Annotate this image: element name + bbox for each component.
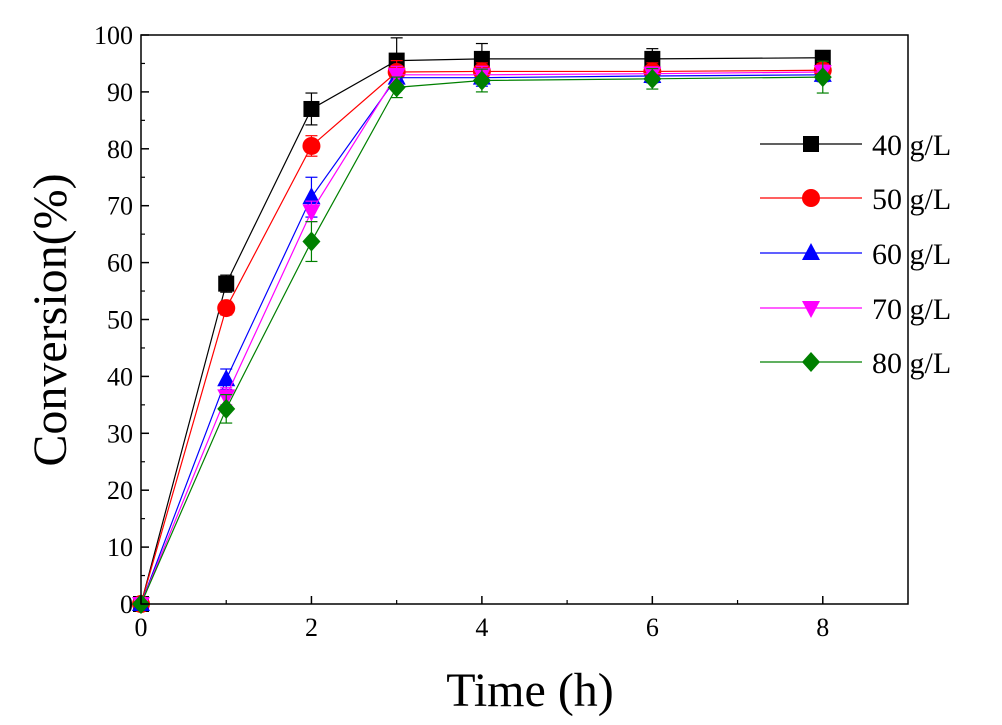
data-point [217, 398, 236, 419]
data-point [387, 67, 406, 85]
series-40-g-L [133, 37, 831, 612]
legend-entry: 70 g/L [760, 293, 951, 326]
plot-frame [140, 34, 909, 605]
y-tick-label: 80 [107, 135, 133, 164]
y-tick-label: 20 [107, 476, 133, 505]
series-line [140, 74, 823, 605]
x-axis-title: Time (h) [446, 664, 614, 717]
legend-entry: 50 g/L [760, 183, 951, 216]
y-tick-label: 90 [107, 78, 133, 107]
x-tick-label: 6 [646, 613, 659, 642]
series-line [140, 69, 823, 605]
y-tick-label: 30 [107, 419, 133, 448]
legend-label: 50 g/L [872, 183, 951, 216]
series-80-g-L [132, 60, 832, 614]
y-tick-label: 40 [107, 362, 133, 391]
x-tick-label: 0 [135, 613, 148, 642]
data-point [217, 369, 236, 387]
legend-marker [802, 243, 820, 260]
legend-label: 40 g/L [872, 129, 951, 162]
legend-label: 80 g/L [872, 347, 951, 380]
data-point [643, 68, 662, 89]
series-50-g-L [132, 60, 832, 613]
y-tick-label: 100 [94, 21, 133, 50]
legend-entry: 80 g/L [760, 347, 951, 380]
legend-label: 70 g/L [872, 293, 951, 326]
y-tick-label: 70 [107, 192, 133, 221]
series-60-g-L [132, 64, 832, 611]
data-point [472, 70, 491, 91]
y-tick-label: 50 [107, 306, 133, 335]
data-point [217, 299, 236, 318]
x-tick-label: 8 [816, 613, 829, 642]
data-point [302, 231, 321, 252]
data-point [302, 136, 321, 155]
series-line [140, 71, 823, 605]
legend-marker [803, 136, 819, 152]
legend-marker [802, 301, 820, 318]
data-point [302, 187, 321, 205]
series-line [140, 57, 823, 605]
legend-label: 60 g/L [872, 238, 951, 271]
data-point [218, 275, 235, 292]
data-point [813, 67, 832, 88]
y-axis-title: Conversion(%) [24, 173, 77, 466]
y-tick-label: 60 [107, 249, 133, 278]
legend-entry: 40 g/L [760, 129, 951, 162]
data-point [302, 204, 321, 222]
legend-marker [802, 352, 820, 372]
data-point [303, 100, 320, 117]
legend-marker [802, 189, 820, 207]
legend-entry: 60 g/L [760, 238, 951, 271]
y-tick-label: 10 [107, 533, 133, 562]
x-tick-label: 2 [305, 613, 318, 642]
data-point [387, 77, 406, 98]
series-70-g-L [132, 64, 832, 614]
x-tick-label: 4 [475, 613, 488, 642]
y-tick-label: 0 [120, 590, 133, 619]
series-line [140, 76, 823, 605]
